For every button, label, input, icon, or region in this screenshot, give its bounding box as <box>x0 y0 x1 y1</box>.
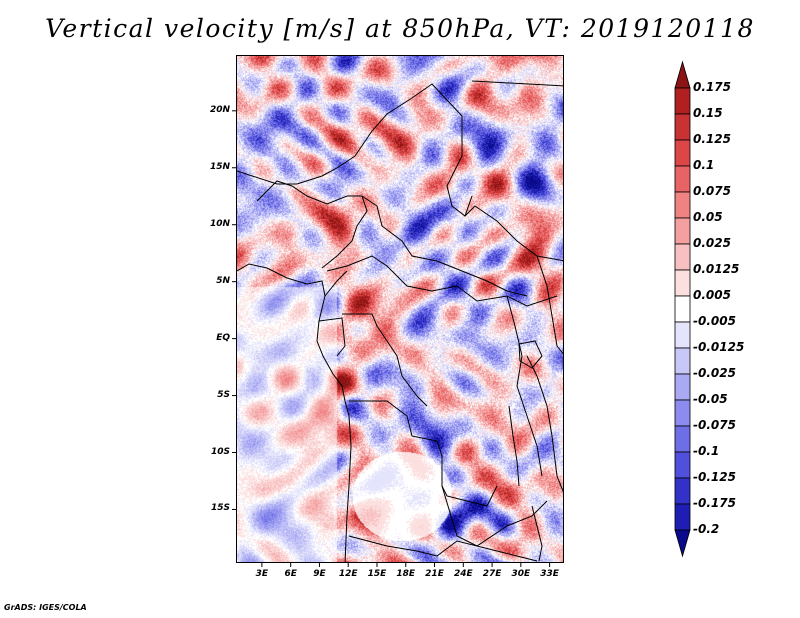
colorbar-label: 0.075 <box>693 184 731 198</box>
lat-label: 15S <box>210 503 230 514</box>
lake-tanganyika <box>508 405 520 487</box>
lat-label: EQ <box>216 332 230 343</box>
border-north-2 <box>471 80 563 87</box>
lake-malawi <box>531 505 543 562</box>
colorbar-swatch <box>674 451 691 479</box>
lat-label: 5S <box>217 389 230 400</box>
colorbar-swatch <box>674 321 691 349</box>
colorbar-swatch <box>674 503 691 531</box>
colorbar-label: 0.175 <box>693 80 731 94</box>
lon-label: 24E <box>453 569 473 579</box>
lon-label: 12E <box>338 569 358 579</box>
lon-label: 21E <box>425 569 444 579</box>
colorbar-top-triangle <box>674 60 691 89</box>
lon-label: 6E <box>284 569 297 579</box>
lon-label: 3E <box>255 569 269 579</box>
colorbar-label: 0.125 <box>693 132 731 146</box>
border-gabon <box>318 317 346 357</box>
colorbar-label: -0.025 <box>693 366 736 380</box>
colorbar-label: 0.05 <box>693 210 723 224</box>
colorbar-swatch <box>674 477 691 505</box>
colorbar-swatch <box>674 87 691 115</box>
colorbar-label: -0.175 <box>693 496 736 510</box>
lon-label: 30E <box>511 569 531 579</box>
country-boundaries <box>237 80 563 562</box>
colorbar-label: -0.125 <box>693 470 736 484</box>
border-car <box>326 255 558 307</box>
colorbar-label: -0.005 <box>693 314 736 328</box>
lon-label: 18E <box>396 569 416 579</box>
map-panel <box>236 55 564 563</box>
colorbar-swatch <box>674 191 691 219</box>
plot-title: Vertical velocity [m/s] at 850hPa, VT: 2… <box>45 14 755 43</box>
lat-label: 5N <box>216 275 230 286</box>
colorbar-swatch <box>674 373 691 401</box>
colorbar-label: -0.075 <box>693 418 736 432</box>
colorbar-swatch <box>674 347 691 375</box>
lat-label: 20N <box>209 104 230 115</box>
colorbar-label: 0.1 <box>693 158 715 172</box>
border-cameroon <box>324 270 348 297</box>
colorbar-swatch <box>674 269 691 297</box>
coastline <box>237 263 352 562</box>
lon-label: 27E <box>482 569 502 579</box>
colorbar-swatch <box>674 399 691 427</box>
lat-label: 15N <box>209 161 230 172</box>
colorbar-label: -0.0125 <box>693 340 745 354</box>
border-east <box>536 255 563 355</box>
border-tanzania <box>526 355 563 493</box>
lat-label: 10S <box>210 446 230 457</box>
colorbar-label: 0.005 <box>693 288 731 302</box>
colorbar-swatch <box>674 165 691 193</box>
colorbar-label: -0.2 <box>693 522 720 536</box>
lon-label: 15E <box>367 569 387 579</box>
colorbar-swatch <box>674 217 691 245</box>
colorbar-label: -0.05 <box>693 392 728 406</box>
vertical-velocity-field <box>237 56 563 562</box>
colorbar-bottom-triangle <box>674 529 691 558</box>
lon-label: 33E <box>540 569 559 579</box>
border-drc-east <box>506 295 543 477</box>
colorbar-swatch <box>674 295 691 323</box>
colorbar-label: -0.1 <box>693 444 720 458</box>
border-north-1 <box>237 83 473 217</box>
lake-victoria <box>518 340 543 369</box>
border-angola <box>349 400 498 507</box>
lon-label: 9E <box>313 569 326 579</box>
colorbar-swatch <box>674 113 691 141</box>
colorbar-label: 0.0125 <box>693 262 740 276</box>
colorbar-swatch <box>674 425 691 453</box>
colorbar-swatch <box>674 243 691 271</box>
border-sudan <box>464 205 563 262</box>
colorbar-swatch <box>674 139 691 167</box>
border-congo <box>342 313 428 407</box>
lat-label: 10N <box>209 218 230 229</box>
border-zambia <box>441 485 548 547</box>
border-chad <box>361 195 528 297</box>
border-nigeria <box>256 180 368 269</box>
colorbar-label: 0.15 <box>693 106 723 120</box>
border-south <box>348 535 538 562</box>
grads-credit: GrADS: IGES/COLA <box>4 603 87 612</box>
colorbar-label: 0.025 <box>693 236 731 250</box>
